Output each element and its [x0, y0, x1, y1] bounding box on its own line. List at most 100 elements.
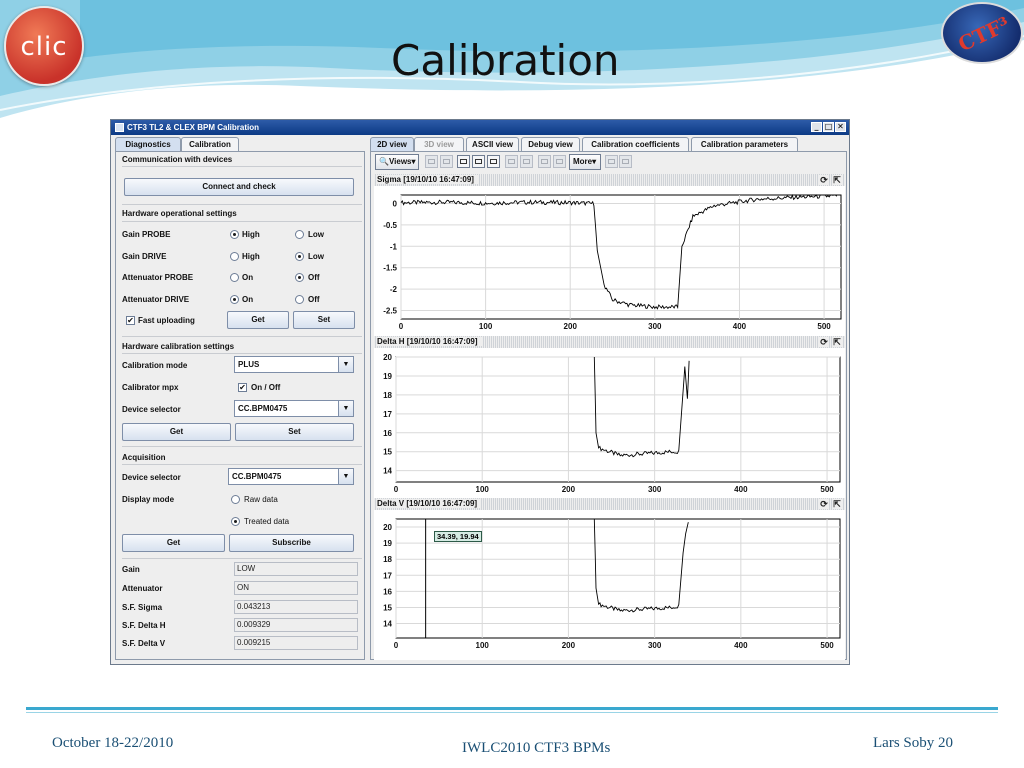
chevron-down-icon: ▾: [592, 157, 597, 166]
x-tick-label: 300: [648, 485, 662, 494]
delta-h-plot-title: Delta H [19/10/10 16:47:09]: [377, 337, 482, 346]
copy-icon[interactable]: [505, 155, 518, 168]
gain-drive-high-radio[interactable]: [230, 252, 239, 261]
operational-set-button[interactable]: Set: [293, 311, 355, 329]
import-icon[interactable]: [553, 155, 566, 168]
window-title-bar[interactable]: CTF3 TL2 & CLEX BPM Calibration _ □ ✕: [111, 120, 849, 135]
layout-grid-3-icon[interactable]: [487, 155, 500, 168]
views-dropdown-button[interactable]: 🔍Views▾: [375, 154, 419, 170]
readout-gain-value: LOW: [234, 562, 358, 576]
print-icon[interactable]: [619, 155, 632, 168]
tab-3d-view[interactable]: 3D view: [414, 137, 464, 151]
refresh-icon[interactable]: ⟳: [819, 175, 829, 185]
layout-grid-2-icon[interactable]: [472, 155, 485, 168]
tab-calibration[interactable]: Calibration: [181, 137, 239, 151]
readout-sf-delta-v-value: 0.009215: [234, 636, 358, 650]
readout-sf-sigma-label: S.F. Sigma: [122, 603, 163, 612]
x-tick-label: 500: [817, 322, 831, 331]
sigma-chart[interactable]: 0 100 200 300 400 500 0 -0.5 -1 -1.5 -2 -2.5: [374, 186, 845, 336]
delta-v-plot-title: Delta V [19/10/10 16:47:09]: [377, 499, 482, 508]
refresh-icon[interactable]: ⟳: [819, 337, 829, 347]
y-tick-label: 14: [383, 620, 392, 629]
save-icon[interactable]: [605, 155, 618, 168]
attenuator-drive-off-radio[interactable]: [295, 295, 304, 304]
acquisition-device-value: CC.BPM0475: [232, 472, 282, 481]
subscribe-button[interactable]: Subscribe: [229, 534, 354, 552]
hardware-operational-header: Hardware operational settings: [122, 209, 237, 218]
export-icon[interactable]: [538, 155, 551, 168]
x-tick-label: 100: [476, 641, 490, 650]
footer-date: October 18-22/2010: [52, 735, 174, 751]
maximize-button[interactable]: □: [823, 122, 834, 132]
readout-gain-label: Gain: [122, 565, 140, 574]
close-button[interactable]: ✕: [835, 122, 846, 132]
acquisition-header: Acquisition: [122, 453, 166, 462]
gain-probe-low-radio[interactable]: [295, 230, 304, 239]
readout-sf-delta-v-label: S.F. Delta V: [122, 639, 166, 648]
minimize-button[interactable]: _: [811, 122, 822, 132]
raw-data-label: Raw data: [244, 495, 278, 504]
operational-get-button[interactable]: Get: [227, 311, 289, 329]
gain-probe-high-radio[interactable]: [230, 230, 239, 239]
x-tick-label: 400: [734, 641, 748, 650]
x-tick-label: 0: [399, 322, 404, 331]
connect-and-check-button[interactable]: Connect and check: [124, 178, 354, 196]
delta-h-chart[interactable]: 0 100 200 300 400 500 20 19 18 17 16 15 14: [374, 348, 845, 498]
acquisition-get-button[interactable]: Get: [122, 534, 225, 552]
calibration-mode-combo[interactable]: PLUS ▼: [234, 356, 354, 373]
x-tick-label: 300: [648, 322, 662, 331]
device-selector-label: Device selector: [122, 405, 181, 414]
diagnostics-tab-body: Communication with devices Connect and c…: [115, 151, 365, 660]
series-line: [593, 356, 690, 458]
y-tick-label: 0: [393, 200, 398, 209]
tab-calibration-parameters[interactable]: Calibration parameters: [691, 137, 798, 151]
attenuator-drive-on-label: On: [242, 295, 254, 304]
clic-logo-text: clic: [20, 32, 68, 62]
raw-data-radio[interactable]: [231, 495, 240, 504]
tab-ascii-view[interactable]: ASCII view: [466, 137, 519, 151]
x-tick-label: 100: [476, 485, 490, 494]
calibration-device-combo[interactable]: CC.BPM0475 ▼: [234, 400, 354, 417]
left-control-panel: Diagnostics Calibration Communication wi…: [115, 137, 365, 660]
calibration-set-button[interactable]: Set: [235, 423, 354, 441]
zoom-out-icon[interactable]: [440, 155, 453, 168]
communication-header: Communication with devices: [122, 155, 233, 164]
gain-drive-low-radio[interactable]: [295, 252, 304, 261]
series-line: [400, 193, 838, 310]
treated-data-radio[interactable]: [231, 517, 240, 526]
gain-probe-label: Gain PROBE: [122, 230, 171, 239]
right-view-panel: 2D view 3D view ASCII view Debug view Ca…: [370, 137, 847, 660]
fast-uploading-checkbox[interactable]: ✔: [126, 316, 135, 325]
detach-icon[interactable]: ⇱: [832, 175, 842, 185]
paste-icon[interactable]: [520, 155, 533, 168]
tab-diagnostics[interactable]: Diagnostics: [115, 137, 181, 151]
detach-icon[interactable]: ⇱: [832, 337, 842, 347]
calibration-get-button[interactable]: Get: [122, 423, 231, 441]
plot-area: [395, 356, 841, 483]
refresh-icon[interactable]: ⟳: [819, 499, 829, 509]
chevron-down-icon[interactable]: ▼: [338, 401, 353, 416]
chevron-down-icon[interactable]: ▼: [338, 469, 353, 484]
x-tick-label: 200: [562, 641, 576, 650]
readout-attenuator-value: ON: [234, 581, 358, 595]
layout-grid-1-icon[interactable]: [457, 155, 470, 168]
more-dropdown-button[interactable]: More▾: [569, 154, 601, 170]
fast-uploading-label: Fast uploading: [138, 316, 195, 325]
attenuator-drive-on-radio[interactable]: [230, 295, 239, 304]
tab-debug-view[interactable]: Debug view: [521, 137, 580, 151]
x-tick-label: 300: [648, 641, 662, 650]
y-tick-label: 19: [383, 372, 392, 381]
calibrator-mpx-checkbox[interactable]: ✔: [238, 383, 247, 392]
attenuator-probe-on-radio[interactable]: [230, 273, 239, 282]
y-tick-label: -2: [390, 285, 398, 294]
tab-calibration-coefficients[interactable]: Calibration coefficients: [582, 137, 689, 151]
acquisition-device-combo[interactable]: CC.BPM0475 ▼: [228, 468, 354, 485]
header-wave-background: [0, 0, 1024, 125]
tab-2d-view[interactable]: 2D view: [370, 137, 414, 151]
attenuator-probe-off-radio[interactable]: [295, 273, 304, 282]
slide-title: Calibration: [391, 36, 620, 85]
chevron-down-icon[interactable]: ▼: [338, 357, 353, 372]
zoom-in-icon[interactable]: [425, 155, 438, 168]
readout-sf-sigma-value: 0.043213: [234, 600, 358, 614]
detach-icon[interactable]: ⇱: [832, 499, 842, 509]
